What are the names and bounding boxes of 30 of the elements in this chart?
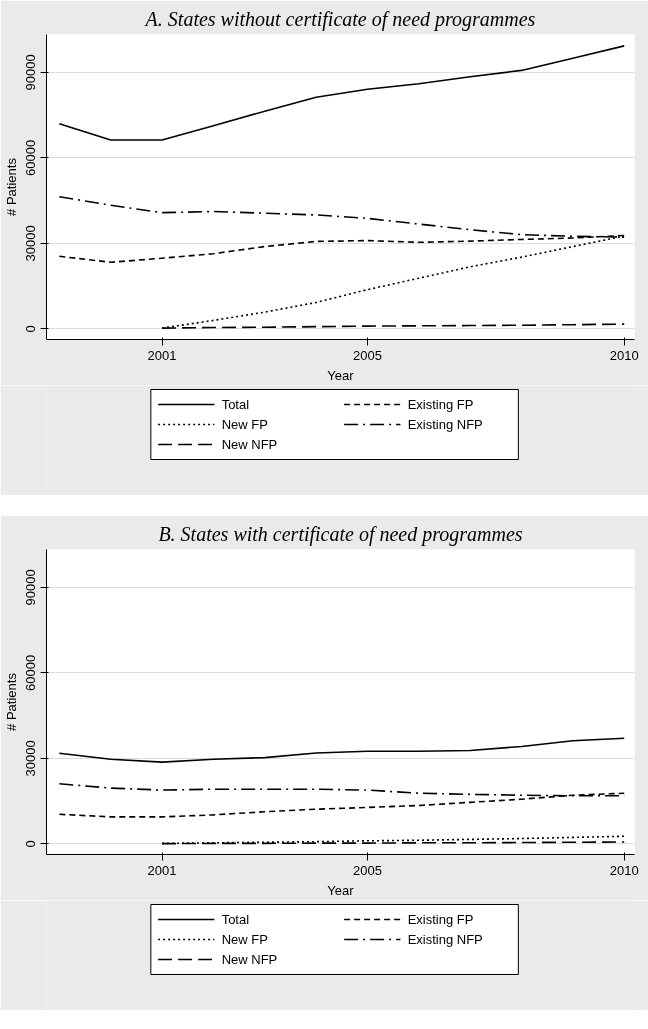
x-tick-label: 2010 bbox=[609, 347, 639, 363]
legend-label: Existing NFP bbox=[407, 417, 483, 432]
legend-label: New NFP bbox=[221, 437, 278, 452]
y-tick-label: 90000 bbox=[23, 569, 39, 606]
y-tick-label: 30000 bbox=[23, 740, 39, 777]
x-tick-label: 2001 bbox=[147, 347, 177, 363]
legend-label: Total bbox=[221, 912, 250, 927]
x-tick-label: 2010 bbox=[609, 862, 639, 878]
legend-label: Existing FP bbox=[407, 397, 474, 412]
chart-title: A. States without certificate of need programmes bbox=[143, 7, 536, 31]
y-axis-title: # Patients bbox=[3, 157, 19, 216]
legend-label: Total bbox=[221, 397, 250, 412]
y-tick-label: 60000 bbox=[23, 654, 39, 691]
x-axis-title: Year bbox=[327, 367, 355, 383]
legend-label: Existing FP bbox=[407, 912, 474, 927]
y-tick-label: 0 bbox=[23, 325, 39, 333]
y-tick-label: 90000 bbox=[23, 54, 39, 91]
legend-label: New NFP bbox=[221, 952, 278, 967]
x-tick-label: 2001 bbox=[147, 862, 177, 878]
y-tick-label: 30000 bbox=[23, 225, 39, 262]
legend-label: Existing NFP bbox=[407, 932, 483, 947]
y-axis-title: # Patients bbox=[3, 672, 19, 731]
x-axis-title: Year bbox=[327, 882, 355, 898]
x-tick-label: 2005 bbox=[353, 862, 382, 878]
x-tick-label: 2005 bbox=[353, 347, 382, 363]
y-tick-label: 60000 bbox=[23, 139, 39, 176]
y-tick-label: 0 bbox=[23, 840, 39, 848]
chart-title: B. States with certificate of need programmes bbox=[158, 522, 523, 546]
legend-label: New FP bbox=[221, 417, 268, 432]
legend-label: New FP bbox=[221, 932, 268, 947]
